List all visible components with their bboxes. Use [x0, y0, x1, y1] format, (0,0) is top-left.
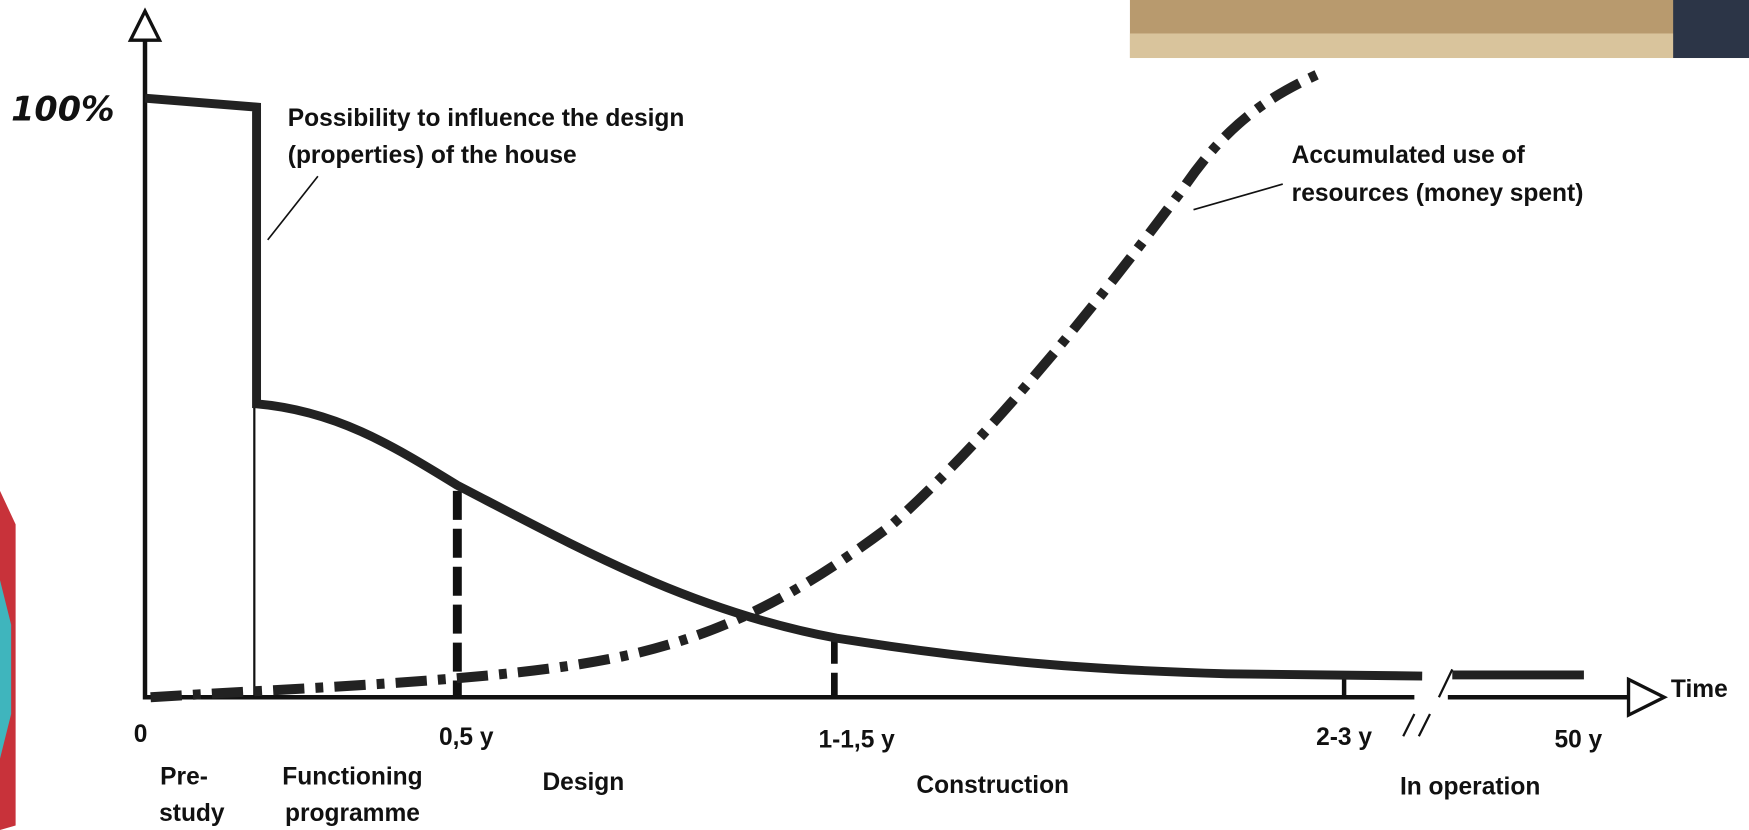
y-axis-arrow	[131, 11, 160, 40]
page: {"y_axis": {"label": "100%"}, "x_axis": …	[0, 0, 1749, 830]
x-axis-arrow	[1629, 679, 1665, 715]
annotation: (properties) of the house	[288, 142, 577, 169]
photo-person	[1673, 0, 1749, 58]
x-axis-label: Time	[1671, 676, 1728, 703]
x-tick-label: 2-3 y	[1316, 724, 1372, 751]
leader-line	[1194, 184, 1283, 210]
phase-label: study	[159, 800, 225, 827]
annotation: Possibility to influence the design	[288, 105, 685, 132]
photo-table	[1130, 33, 1749, 58]
phase-label: Design	[542, 769, 624, 796]
phase-label: Functioning	[282, 763, 422, 790]
influence-curve	[145, 98, 1422, 676]
x-tick-label: 50 y	[1554, 726, 1602, 753]
x-tick-label: 0	[134, 721, 148, 748]
x-tick-label: 1-1,5 y	[818, 726, 895, 753]
x-tick-label: 0,5 y	[439, 724, 494, 751]
phase-label: In operation	[1400, 773, 1540, 800]
annotation: resources (money spent)	[1292, 180, 1584, 207]
diagram: 100% Possibility to influence the design…	[0, 0, 1749, 830]
phase-label: programme	[285, 800, 420, 827]
annotation: Accumulated use of	[1292, 142, 1526, 169]
y-axis-label: 100%	[11, 89, 114, 128]
phase-label: Construction	[916, 772, 1069, 799]
leader-line	[268, 176, 318, 240]
phase-label: Pre-	[160, 763, 208, 790]
